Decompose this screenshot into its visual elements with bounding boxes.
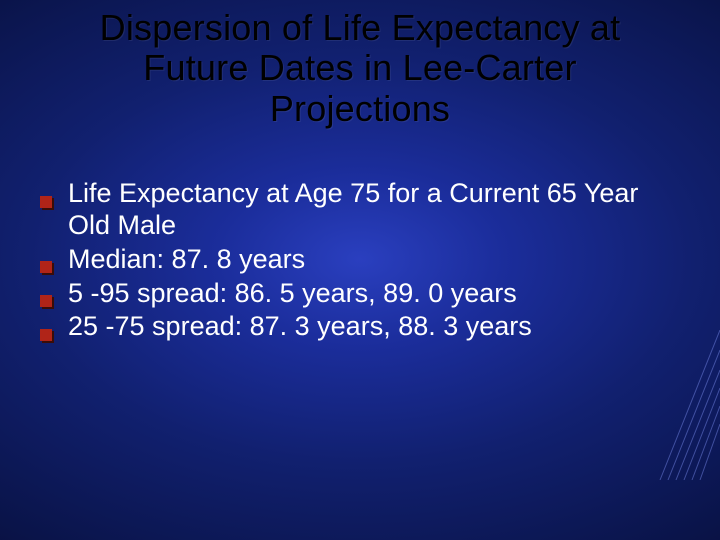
spear-line	[700, 424, 720, 480]
slide-body: Life Expectancy at Age 75 for a Current …	[40, 178, 680, 345]
list-item: 25 -75 spread: 87. 3 years, 88. 3 years	[40, 311, 680, 343]
spear-line	[668, 350, 720, 480]
list-item: 5 -95 spread: 86. 5 years, 89. 0 years	[40, 278, 680, 310]
slide-title: Dispersion of Life Expectancy at Future …	[0, 8, 720, 129]
bullet-icon	[40, 285, 54, 299]
list-item-text: 25 -75 spread: 87. 3 years, 88. 3 years	[68, 311, 532, 341]
bullet-icon	[40, 319, 54, 333]
slide: Dispersion of Life Expectancy at Future …	[0, 0, 720, 540]
bullet-icon	[40, 186, 54, 200]
list-item: Life Expectancy at Age 75 for a Current …	[40, 178, 680, 242]
bullet-list: Life Expectancy at Age 75 for a Current …	[40, 178, 680, 343]
bullet-icon	[40, 251, 54, 265]
list-item-text: Life Expectancy at Age 75 for a Current …	[68, 178, 638, 240]
list-item: Median: 87. 8 years	[40, 244, 680, 276]
list-item-text: Median: 87. 8 years	[68, 244, 305, 274]
list-item-text: 5 -95 spread: 86. 5 years, 89. 0 years	[68, 278, 517, 308]
spear-line	[692, 406, 720, 480]
spear-line	[676, 370, 720, 480]
decor-spears	[650, 330, 720, 480]
spear-line	[660, 330, 720, 480]
spear-line	[684, 388, 720, 480]
